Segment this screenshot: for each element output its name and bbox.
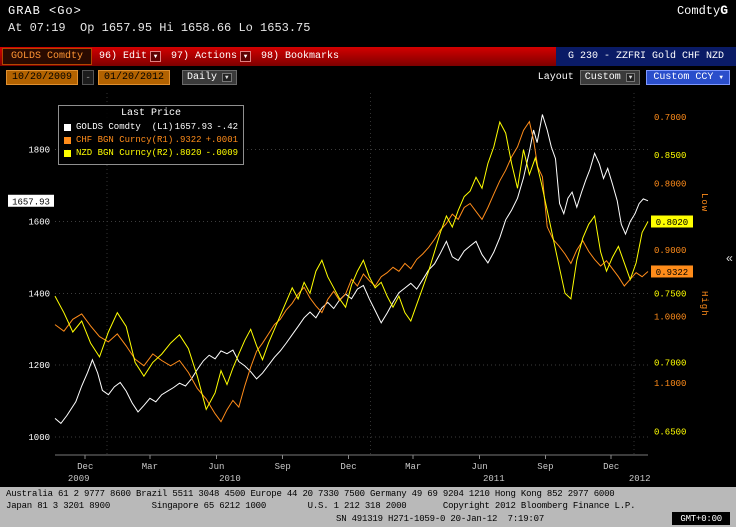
svg-text:2009: 2009 [68,474,90,484]
svg-text:2010: 2010 [219,474,241,484]
svg-text:Jun: Jun [471,462,487,472]
right-axis-high-label: High [699,291,709,317]
svg-text:Dec: Dec [77,462,93,472]
svg-text:0.8500: 0.8500 [654,151,686,161]
svg-text:1.1000: 1.1000 [654,379,686,389]
menu-item-edit[interactable]: 96) Edit ▼ [94,47,166,66]
right-axis-low-label: Low [699,193,709,213]
svg-text:1657.93: 1657.93 [12,197,50,207]
series-swatch-chf [64,137,71,144]
bottom-info-bar: Australia 61 2 9777 8600 Brazil 5511 304… [0,487,736,527]
svg-text:Mar: Mar [142,462,158,472]
chevron-down-icon: ▼ [625,73,636,82]
layout-label: Layout [537,72,574,83]
menu-item-bookmarks[interactable]: 98) Bookmarks [261,51,340,62]
function-code: ComdtyG [676,3,728,18]
date-from-field[interactable]: 10/20/2009 [6,70,79,85]
session-line: SN 491319 H271-1059-0 20-Jan-12 7:19:07 … [6,512,730,525]
security-field[interactable]: GOLDS Comdty [2,48,93,65]
svg-text:1400: 1400 [28,289,50,299]
svg-text:Sep: Sep [275,462,291,472]
contact-line-2: Japan 81 3 3201 8900 Singapore 65 6212 1… [6,501,636,511]
series-swatch-nzd [64,150,71,157]
chevron-down-icon[interactable]: ▼ [150,51,162,62]
chart-area: 1800 1600 1400 1200 1000 0.7000 0.8000 0.9000 1.… [0,89,736,487]
svg-text:1.0000: 1.0000 [654,313,686,323]
date-to-field[interactable]: 01/20/2012 [98,70,171,85]
svg-text:0.8000: 0.8000 [654,180,686,190]
chart-legend: Last Price GOLDS Comdty (L1) 1657.93 -.4… [58,105,244,165]
chevron-down-icon: ▼ [222,73,232,82]
command-line[interactable]: GRAB <Go> [8,4,82,18]
custom-ccy-button[interactable]: Custom CCY ▼ [646,70,730,85]
chevron-down-icon: ▼ [719,74,723,81]
menu-bar: GOLDS Comdty 96) Edit ▼ 97) Actions ▼ 98… [0,47,736,66]
chart-toolbar: 10/20/2009 - 01/20/2012 Daily ▼ Layout Cu… [0,66,736,89]
svg-text:Dec: Dec [603,462,619,472]
svg-text:0.7500: 0.7500 [654,289,686,299]
legend-title: Last Price [120,108,181,119]
chart-svg[interactable]: 1800 1600 1400 1200 1000 0.7000 0.8000 0.9000 1.… [0,89,736,487]
svg-text:Sep: Sep [537,462,553,472]
svg-text:0.7000: 0.7000 [654,358,686,368]
top-bar: GRAB <Go> ComdtyG At 07:19 Op 1657.95 Hi… [0,0,736,47]
svg-text:0.6500: 0.6500 [654,428,686,438]
svg-text:Dec: Dec [340,462,356,472]
svg-text:1600: 1600 [28,218,50,228]
collapse-panel-icon[interactable]: « [725,252,733,266]
timezone-badge: GMT+0:00 [672,512,730,525]
chevron-down-icon[interactable]: ▼ [240,51,252,62]
contact-line-1: Australia 61 2 9777 8600 Brazil 5511 304… [6,489,615,499]
legend-row-nzd[interactable]: NZD BGN Curncy (R2) .8020 -.0009 [64,147,238,160]
svg-text:0.8020: 0.8020 [656,218,688,228]
series-swatch-golds [64,124,71,131]
serial-number: SN 491319 H271-1059-0 20-Jan-12 7:19:07 [336,513,545,524]
period-dropdown[interactable]: Daily ▼ [182,70,237,85]
svg-text:1800: 1800 [28,146,50,156]
svg-text:Mar: Mar [405,462,421,472]
svg-text:0.7000: 0.7000 [654,113,686,123]
svg-text:Jun: Jun [208,462,224,472]
legend-row-golds[interactable]: GOLDS Comdty (L1) 1657.93 -.42 [64,121,238,134]
quote-status-line: At 07:19 Op 1657.95 Hi 1658.66 Lo 1653.7… [8,21,311,35]
svg-text:2012: 2012 [629,474,651,484]
panel-title: G 230 - ZZFRI Gold CHF NZD [555,47,736,66]
svg-text:1000: 1000 [28,433,50,443]
svg-text:0.9000: 0.9000 [654,246,686,256]
legend-row-chf[interactable]: CHF BGN Curncy (R1) .9322 +.0001 [64,134,238,147]
svg-text:2011: 2011 [483,474,505,484]
menu-item-actions[interactable]: 97) Actions ▼ [166,47,256,66]
layout-dropdown[interactable]: Custom ▼ [579,70,641,85]
svg-text:0.9322: 0.9322 [656,268,688,278]
date-range-separator: - [82,70,95,85]
svg-text:1200: 1200 [28,361,50,371]
